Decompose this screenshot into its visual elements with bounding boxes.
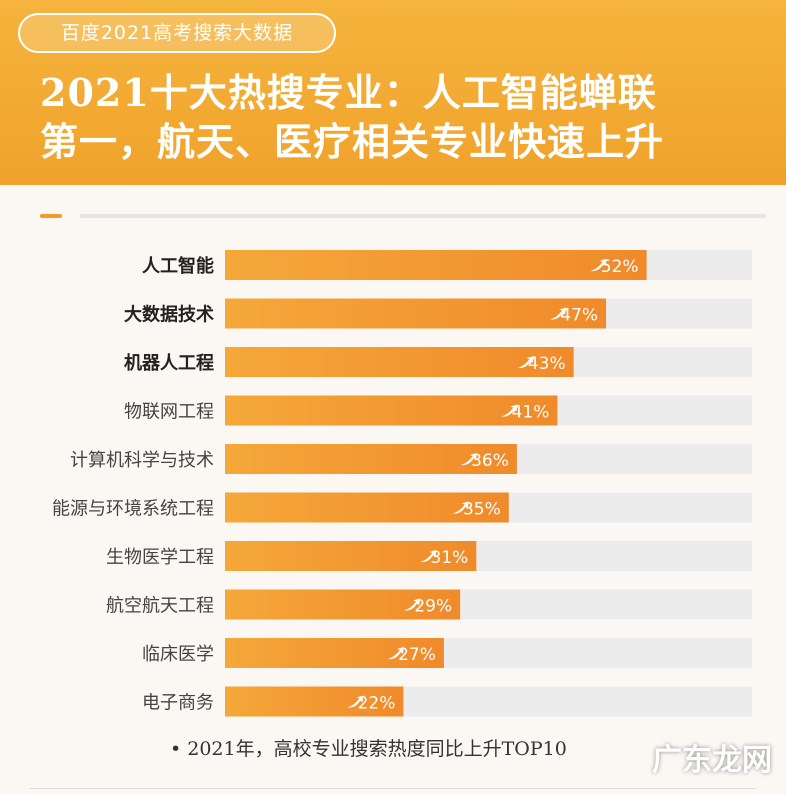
watermark: 广东龙网: [652, 743, 772, 778]
chart-footnote: • 2021年，高校专业搜索热度同比上升TOP10: [170, 738, 567, 760]
category-label: 计算机科学与技术: [70, 450, 214, 471]
category-label: 电子商务: [142, 693, 214, 714]
value-label: 35%: [463, 500, 501, 520]
trend-up-icon: [404, 598, 421, 611]
category-label: 人工智能: [142, 255, 214, 277]
trend-up-icon: [387, 647, 404, 660]
value-label: 22%: [358, 694, 396, 714]
value-label: 52%: [601, 257, 639, 277]
trend-up-icon: [460, 453, 477, 466]
trend-up-icon: [452, 501, 469, 514]
trend-up-icon: [347, 695, 364, 708]
bar: [225, 298, 607, 329]
category-label: 机器人工程: [124, 353, 214, 374]
header-banner: 百度2021高考搜索大数据 2021十大热搜专业：人工智能蝉联 第一，航天、医疗…: [0, 0, 786, 185]
source-tag: 百度2021高考搜索大数据: [18, 13, 336, 53]
bar: [225, 589, 461, 620]
bar: [225, 347, 574, 377]
category-label: 能源与环境系统工程: [52, 499, 214, 520]
category-label: 航空航天工程: [106, 596, 214, 617]
value-label: 36%: [471, 451, 509, 471]
trend-up-icon: [550, 307, 567, 320]
bar: [225, 395, 558, 426]
category-label: 生物医学工程: [106, 547, 214, 568]
category-label: 大数据技术: [124, 304, 214, 326]
bar: [225, 250, 647, 280]
title-line-1: 2021十大热搜专业：人工智能蝉联: [40, 70, 657, 115]
value-label: 43%: [528, 354, 566, 374]
value-label: 27%: [398, 645, 436, 665]
page-title: 2021十大热搜专业：人工智能蝉联 第一，航天、医疗相关专业快速上升: [40, 68, 780, 166]
bar: [225, 638, 444, 668]
bottom-divider: [30, 788, 756, 789]
trend-up-icon: [517, 356, 534, 369]
value-label: 41%: [512, 403, 550, 423]
bar: [225, 686, 404, 717]
trend-up-icon: [501, 404, 518, 417]
value-label: 47%: [560, 306, 598, 326]
bar: [225, 444, 517, 474]
category-label: 临床医学: [142, 644, 214, 665]
bar: [225, 492, 509, 523]
value-label: 31%: [431, 548, 469, 568]
category-label: 物联网工程: [124, 402, 214, 423]
trend-up-icon: [590, 259, 607, 272]
title-line-2: 第一，航天、医疗相关专业快速上升: [40, 119, 665, 164]
trend-up-icon: [420, 550, 437, 563]
accent-dash: [40, 214, 62, 218]
value-label: 29%: [414, 597, 452, 617]
divider-line: [80, 214, 766, 218]
